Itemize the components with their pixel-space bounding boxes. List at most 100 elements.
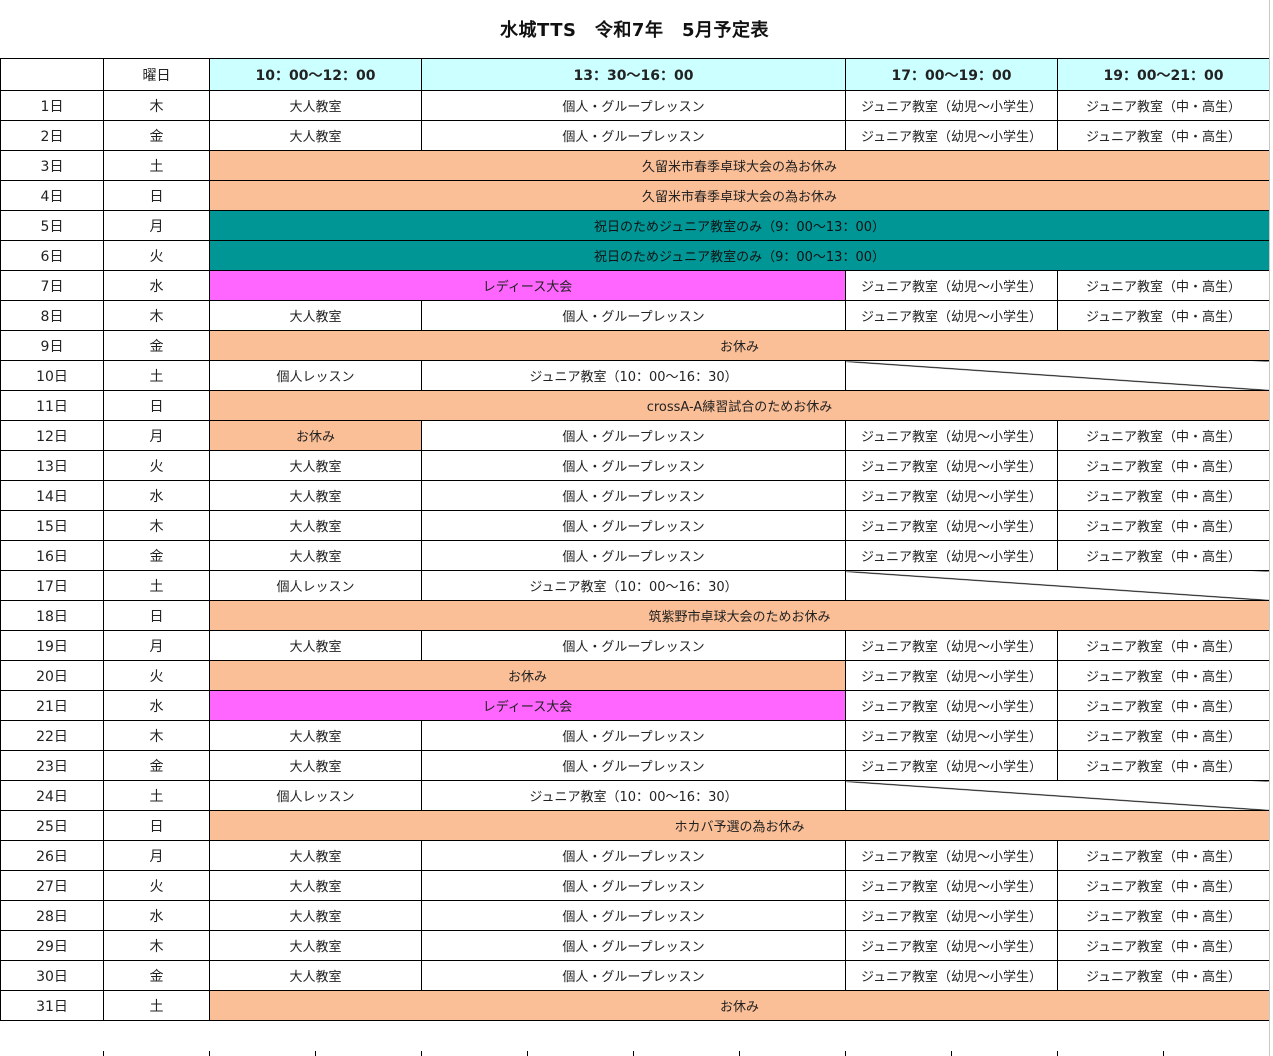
schedule-cell: ジュニア教室（幼児～小学生）: [845, 630, 1058, 661]
header-slot-2: 13：30～16：00: [421, 58, 846, 91]
schedule-row: 20日火お休み ジュニア教室（幼児～小学生） ジュニア教室（中・高生）: [0, 660, 1270, 691]
weekday-cell: 水: [103, 690, 210, 721]
weekday-cell: 土: [103, 150, 210, 181]
schedule-cell: 祝日のためジュニア教室のみ（9：00～13：00）: [209, 240, 1270, 271]
weekday-cell: 月: [103, 210, 210, 241]
schedule-cell: ジュニア教室（中・高生）: [1057, 870, 1270, 901]
day-cell: 23日: [0, 750, 104, 781]
schedule-cell: ジュニア教室（中・高生）: [1057, 420, 1270, 451]
weekday-cell: 金: [103, 960, 210, 991]
schedule-row: 24日土個人レッスン ジュニア教室（10：00～16：30）: [0, 780, 1270, 811]
schedule-row: 1日木大人教室 個人・グループレッスン ジュニア教室（幼児～小学生） ジュニア教室（中…: [0, 90, 1270, 121]
schedule-cell: ジュニア教室（中・高生）: [1057, 840, 1270, 871]
schedule-cell: ジュニア教室（幼児～小学生）: [845, 270, 1058, 301]
schedule-cell: ジュニア教室（10：00～16：30）: [421, 570, 846, 601]
schedule-cell: ジュニア教室（中・高生）: [1057, 960, 1270, 991]
schedule-cell: 個人・グループレッスン: [421, 720, 846, 751]
weekday-cell: 日: [103, 390, 210, 421]
schedule-cell: ジュニア教室（中・高生）: [1057, 720, 1270, 751]
schedule-cell: ジュニア教室（中・高生）: [1057, 300, 1270, 331]
schedule-cell: 個人・グループレッスン: [421, 480, 846, 511]
day-cell: 28日: [0, 900, 104, 931]
schedule-row: 29日木大人教室 個人・グループレッスン ジュニア教室（幼児～小学生） ジュニア教室（…: [0, 930, 1270, 961]
schedule-cell: ジュニア教室（幼児～小学生）: [845, 960, 1058, 991]
schedule-cell: ジュニア教室（幼児～小学生）: [845, 300, 1058, 331]
weekday-cell: 木: [103, 90, 210, 121]
schedule-cell: ジュニア教室（中・高生）: [1057, 660, 1270, 691]
header-date: [0, 58, 104, 91]
schedule-row: 19日月大人教室 個人・グループレッスン ジュニア教室（幼児～小学生） ジュニア教室（…: [0, 630, 1270, 661]
schedule-row: 5日月祝日のためジュニア教室のみ（9：00～13：00）: [0, 210, 1270, 241]
empty-slot-cell: [845, 570, 1270, 601]
schedule-cell: 個人レッスン: [209, 780, 422, 811]
schedule-cell: 大人教室: [209, 450, 422, 481]
schedule-cell: 大人教室: [209, 840, 422, 871]
schedule-cell: 個人・グループレッスン: [421, 420, 846, 451]
weekday-cell: 金: [103, 330, 210, 361]
schedule-row: 31日土お休み: [0, 990, 1270, 1021]
sheet-edge: [1269, 0, 1270, 1056]
schedule-cell: レディース大会: [209, 690, 846, 721]
day-cell: 1日: [0, 90, 104, 121]
schedule-cell: 祝日のためジュニア教室のみ（9：00～13：00）: [209, 210, 1270, 241]
schedule-cell: ジュニア教室（中・高生）: [1057, 270, 1270, 301]
schedule-row: 10日土個人レッスン ジュニア教室（10：00～16：30）: [0, 360, 1270, 391]
day-cell: 20日: [0, 660, 104, 691]
schedule-cell: 大人教室: [209, 480, 422, 511]
schedule-cell: 個人・グループレッスン: [421, 750, 846, 781]
day-cell: 29日: [0, 930, 104, 961]
schedule-cell: 個人・グループレッスン: [421, 870, 846, 901]
schedule-row: 11日日 crossA-A練習試合のためお休み: [0, 390, 1270, 421]
schedule-row: 22日木大人教室 個人・グループレッスン ジュニア教室（幼児～小学生） ジュニア教室（…: [0, 720, 1270, 751]
schedule-cell: ジュニア教室（中・高生）: [1057, 900, 1270, 931]
weekday-cell: 日: [103, 600, 210, 631]
schedule-row: 7日水レディース大会 ジュニア教室（幼児～小学生） ジュニア教室（中・高生）: [0, 270, 1270, 301]
schedule-cell: ジュニア教室（幼児～小学生）: [845, 660, 1058, 691]
weekday-cell: 日: [103, 810, 210, 841]
schedule-cell: レディース大会: [209, 270, 846, 301]
weekday-cell: 木: [103, 300, 210, 331]
schedule-cell: 大人教室: [209, 720, 422, 751]
schedule-row: 23日金大人教室 個人・グループレッスン ジュニア教室（幼児～小学生） ジュニア教室（…: [0, 750, 1270, 781]
schedule-row: 9日金お休み: [0, 330, 1270, 361]
schedule-cell: 個人・グループレッスン: [421, 120, 846, 151]
weekday-cell: 金: [103, 540, 210, 571]
schedule-cell: crossA-A練習試合のためお休み: [209, 390, 1270, 421]
schedule-cell: ジュニア教室（中・高生）: [1057, 510, 1270, 541]
day-cell: 22日: [0, 720, 104, 751]
schedule-cell: お休み: [209, 330, 1270, 361]
weekday-cell: 木: [103, 930, 210, 961]
empty-slot-cell: [845, 780, 1270, 811]
schedule-cell: ジュニア教室（幼児～小学生）: [845, 510, 1058, 541]
schedule-cell: 大人教室: [209, 750, 422, 781]
schedule-cell: 個人レッスン: [209, 570, 422, 601]
schedule-cell: ジュニア教室（幼児～小学生）: [845, 900, 1058, 931]
schedule-body: 曜日 10：00～12：00 13：30～16：00 17：00～19：00 1…: [0, 58, 1270, 1021]
weekday-cell: 月: [103, 840, 210, 871]
weekday-cell: 日: [103, 180, 210, 211]
weekday-cell: 金: [103, 120, 210, 151]
schedule-cell: ジュニア教室（幼児～小学生）: [845, 540, 1058, 571]
schedule-cell: ジュニア教室（幼児～小学生）: [845, 480, 1058, 511]
schedule-cell: 個人・グループレッスン: [421, 300, 846, 331]
schedule-cell: 大人教室: [209, 870, 422, 901]
weekday-cell: 火: [103, 870, 210, 901]
schedule-row: 14日水大人教室 個人・グループレッスン ジュニア教室（幼児～小学生） ジュニア教室（…: [0, 480, 1270, 511]
schedule-row: 18日日筑紫野市卓球大会のためお休み: [0, 600, 1270, 631]
weekday-cell: 水: [103, 900, 210, 931]
schedule-row: 21日水レディース大会 ジュニア教室（幼児～小学生） ジュニア教室（中・高生）: [0, 690, 1270, 721]
weekday-cell: 水: [103, 270, 210, 301]
schedule-row: 13日火大人教室 個人・グループレッスン ジュニア教室（幼児～小学生） ジュニア教室（…: [0, 450, 1270, 481]
schedule-cell: ジュニア教室（幼児～小学生）: [845, 930, 1058, 961]
schedule-cell: ジュニア教室（幼児～小学生）: [845, 690, 1058, 721]
day-cell: 3日: [0, 150, 104, 181]
schedule-cell: 個人・グループレッスン: [421, 90, 846, 121]
header-slot-1: 10：00～12：00: [209, 58, 422, 91]
schedule-cell: 個人・グループレッスン: [421, 450, 846, 481]
schedule-cell: ジュニア教室（中・高生）: [1057, 540, 1270, 571]
schedule-cell: 個人・グループレッスン: [421, 840, 846, 871]
weekday-cell: 土: [103, 360, 210, 391]
schedule-row: 2日金大人教室 個人・グループレッスン ジュニア教室（幼児～小学生） ジュニア教室（中…: [0, 120, 1270, 151]
weekday-cell: 金: [103, 750, 210, 781]
weekday-cell: 土: [103, 780, 210, 811]
